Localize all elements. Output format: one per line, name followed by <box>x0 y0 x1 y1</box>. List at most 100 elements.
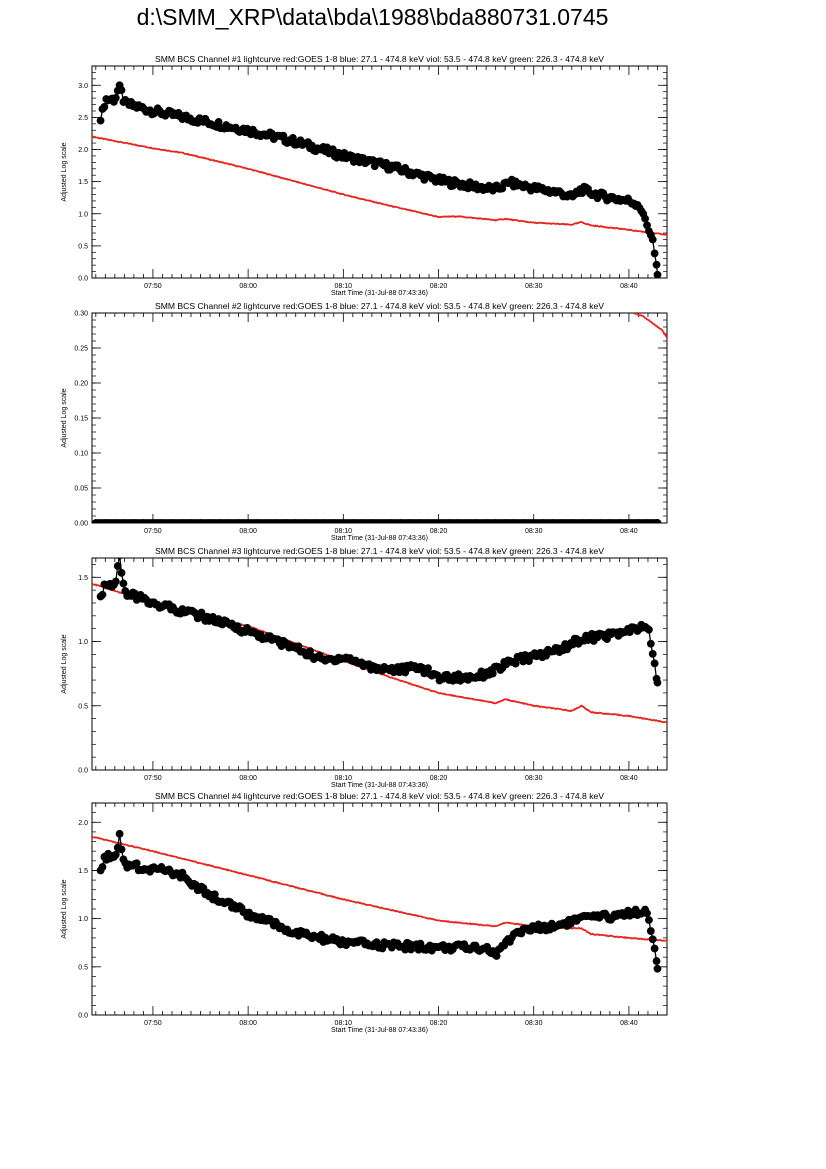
bcs-data-point <box>643 909 651 918</box>
bcs-data-point <box>424 664 432 673</box>
bcs-data-point <box>650 944 659 953</box>
bcs-data-point <box>288 133 297 142</box>
x-tick-label: 08:10 <box>335 1020 353 1027</box>
y-tick-label: 0.25 <box>74 346 88 353</box>
y-tick-label: 0.20 <box>74 381 88 388</box>
x-tick-label: 08:20 <box>430 775 448 782</box>
y-tick-label: 1.0 <box>78 639 88 646</box>
plot-frame <box>91 65 668 279</box>
y-tick-label: 3.0 <box>78 83 88 90</box>
bcs-data-point <box>643 221 651 230</box>
bcs-data-point <box>445 175 453 184</box>
y-tick-label: 2.5 <box>78 115 88 122</box>
x-tick-label: 08:30 <box>525 1020 543 1027</box>
bcs-data-point <box>488 669 497 678</box>
y-tick-label: 0.5 <box>78 964 88 971</box>
bcs-data-point <box>641 214 650 223</box>
x-tick-label: 08:10 <box>335 283 353 290</box>
bcs-data-point <box>511 659 520 668</box>
x-tick-label: 08:10 <box>335 775 353 782</box>
y-tick-label: 1.0 <box>78 916 88 923</box>
x-axis-label: Start Time (31-Jul-88 07:43:36) <box>331 1027 428 1034</box>
x-tick-label: 08:20 <box>430 283 448 290</box>
y-tick-label: 0.0 <box>78 768 88 775</box>
chart-title: SMM BCS Channel #1 lightcurve red:GOES 1… <box>155 54 604 64</box>
x-axis-label: Start Time (31-Jul-88 07:43:36) <box>331 535 428 542</box>
bcs-data-point <box>653 678 662 687</box>
y-tick-label: 0.10 <box>74 451 88 458</box>
bcs-data-point <box>117 568 126 577</box>
plot-area <box>92 81 667 278</box>
bcs-data-point <box>132 859 141 868</box>
x-tick-label: 07:50 <box>144 775 162 782</box>
y-tick-label: 0.30 <box>74 311 88 318</box>
bcs-data-point <box>646 639 655 648</box>
bcs-data-point <box>653 519 662 523</box>
bcs-data-point <box>119 579 128 588</box>
bcs-data-point <box>648 935 657 944</box>
y-tick-label: 2.0 <box>78 147 88 154</box>
goes-series-line <box>92 835 667 942</box>
y-tick-label: 1.5 <box>78 868 88 875</box>
y-axis-label: Adjusted Log scale <box>61 879 68 938</box>
bcs-data-point <box>98 590 107 599</box>
x-axis-label: Start Time (31-Jul-88 07:43:36) <box>331 290 428 297</box>
bcs-data-point <box>113 562 122 570</box>
chart-title: SMM BCS Channel #4 lightcurve red:GOES 1… <box>155 791 604 801</box>
y-tick-label: 0.15 <box>74 416 88 423</box>
x-tick-label: 07:50 <box>144 528 162 535</box>
bcs-data-point <box>111 850 120 859</box>
goes-series-line <box>633 313 667 339</box>
x-axis-label: Start Time (31-Jul-88 07:43:36) <box>331 782 428 789</box>
y-tick-label: 0.00 <box>74 521 88 528</box>
goes-series-line <box>92 135 667 237</box>
bcs-data-point <box>116 558 123 560</box>
x-tick-label: 08:40 <box>620 775 638 782</box>
chart-panel-3: SMM BCS Channel #3 lightcurve red:GOES 1… <box>61 546 668 789</box>
bcs-data-point <box>646 927 655 935</box>
chart-panel-2: SMM BCS Channel #2 lightcurve red:GOES 1… <box>61 301 668 542</box>
plot-frame <box>91 312 668 524</box>
bcs-data-point <box>100 103 109 111</box>
plot-area <box>92 558 667 724</box>
y-tick-label: 0.0 <box>78 1013 88 1020</box>
bcs-data-point <box>210 890 219 899</box>
x-tick-label: 08:00 <box>239 283 257 290</box>
bcs-data-point <box>645 916 653 924</box>
y-tick-label: 1.0 <box>78 211 88 218</box>
bcs-data-point <box>117 86 126 94</box>
y-axis-label: Adjusted Log scale <box>61 142 68 201</box>
y-axis-label: Adjusted Log scale <box>61 634 68 693</box>
bcs-data-point <box>117 845 126 854</box>
bcs-data-point <box>648 235 657 244</box>
bcs-data-point <box>401 945 410 954</box>
plot-frame <box>91 802 668 1016</box>
page-title: d:\SMM_XRP\data\bda\1988\bda880731.0745 <box>136 4 609 30</box>
plot-area <box>92 829 667 973</box>
bcs-data-point <box>652 957 661 965</box>
x-tick-label: 08:00 <box>239 1020 257 1027</box>
x-tick-label: 07:50 <box>144 283 162 290</box>
chart-panel-1: SMM BCS Channel #1 lightcurve red:GOES 1… <box>61 54 668 297</box>
bcs-series-line <box>100 558 659 683</box>
y-tick-label: 0.0 <box>78 276 88 283</box>
x-tick-label: 08:40 <box>620 1020 638 1027</box>
chart-title: SMM BCS Channel #3 lightcurve red:GOES 1… <box>155 546 604 556</box>
x-tick-label: 08:00 <box>239 528 257 535</box>
y-tick-label: 2.0 <box>78 820 88 827</box>
bcs-data-point <box>214 118 223 126</box>
x-tick-label: 08:30 <box>525 775 543 782</box>
goes-series-line <box>92 582 667 724</box>
x-tick-label: 08:20 <box>430 1020 448 1027</box>
y-tick-label: 1.5 <box>78 575 88 582</box>
chart-title: SMM BCS Channel #2 lightcurve red:GOES 1… <box>155 301 604 311</box>
x-tick-label: 08:10 <box>335 528 353 535</box>
bcs-data-point <box>650 659 659 668</box>
plot-area <box>92 313 667 523</box>
y-tick-label: 0.5 <box>78 243 88 250</box>
bcs-data-point <box>111 577 120 586</box>
x-tick-label: 07:50 <box>144 1020 162 1027</box>
bcs-data-point <box>111 93 120 102</box>
y-tick-label: 1.5 <box>78 179 88 186</box>
